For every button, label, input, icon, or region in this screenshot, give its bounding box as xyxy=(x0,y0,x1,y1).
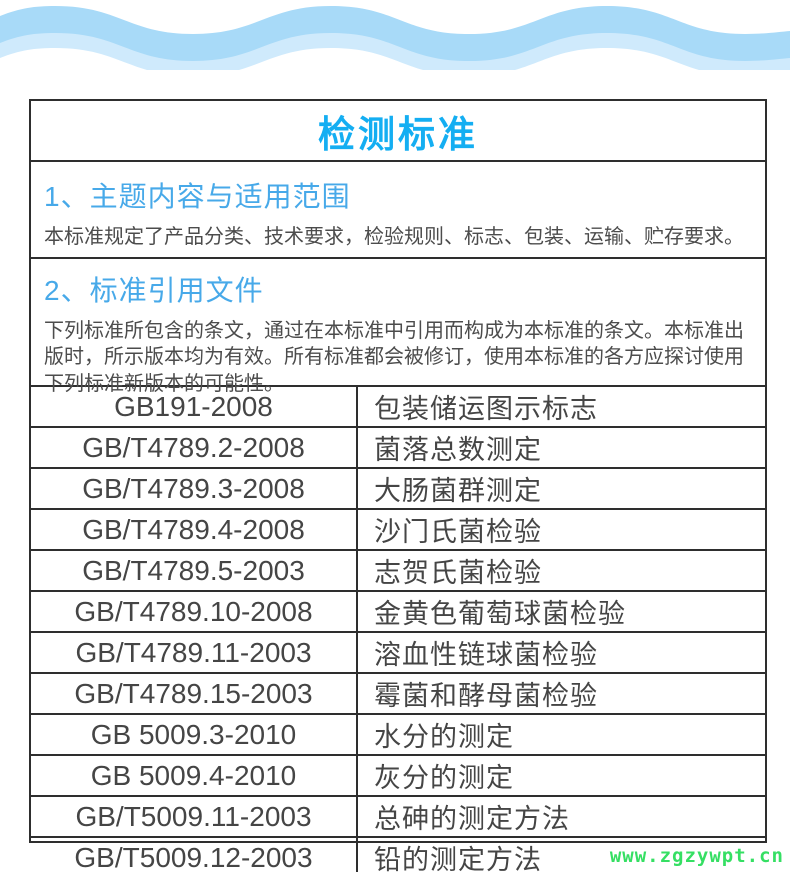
page-title: 检测标准 xyxy=(31,101,765,162)
standard-code-cell: GB 5009.4-2010 xyxy=(31,756,358,795)
standard-name-cell: 溶血性链球菌检验 xyxy=(374,640,598,670)
standard-code-cell: GB/T5009.11-2003 xyxy=(31,797,358,836)
standard-code-cell: GB/T4789.4-2008 xyxy=(31,510,358,549)
table-row: GB/T4789.10-2008 金黄色葡萄球菌检验 xyxy=(31,592,765,633)
table-row: GB/T5009.12-2003 铅的测定方法 xyxy=(31,838,765,872)
standard-name-cell: 水分的测定 xyxy=(374,722,514,752)
standard-name-cell: 包装储运图示标志 xyxy=(374,394,598,424)
standard-code-cell: GB/T5009.12-2003 xyxy=(31,838,358,872)
section-references-heading: 2、标准引用文件 xyxy=(44,275,264,306)
standard-code-cell: GB/T4789.5-2003 xyxy=(31,551,358,590)
standard-code-cell: GB/T4789.11-2003 xyxy=(31,633,358,672)
standard-name-cell: 菌落总数测定 xyxy=(374,435,542,465)
table-row: GB/T4789.2-2008 菌落总数测定 xyxy=(31,428,765,469)
section-scope-body: 本标准规定了产品分类、技术要求，检验规则、标志、包装、运输、贮存要求。 xyxy=(44,226,744,248)
standard-name-cell: 沙门氏菌检验 xyxy=(374,517,542,547)
table-row: GB/T4789.3-2008 大肠菌群测定 xyxy=(31,469,765,510)
standards-card: 检测标准 1、主题内容与适用范围 本标准规定了产品分类、技术要求，检验规则、标志… xyxy=(29,99,767,872)
table-row: GB 5009.4-2010 灰分的测定 xyxy=(31,756,765,797)
standard-code-cell: GB/T4789.2-2008 xyxy=(31,428,358,467)
standard-name-cell: 总砷的测定方法 xyxy=(374,804,570,834)
standard-name-cell: 志贺氏菌检验 xyxy=(374,558,542,588)
standard-name-cell: 霉菌和酵母菌检验 xyxy=(374,681,598,711)
standard-code-cell: GB/T4789.3-2008 xyxy=(31,469,358,508)
table-row: GB191-2008 包装储运图示标志 xyxy=(31,387,765,428)
table-row: GB 5009.3-2010 水分的测定 xyxy=(31,715,765,756)
standards-table: GB191-2008 包装储运图示标志 GB/T4789.2-2008 菌落总数… xyxy=(31,387,765,872)
table-row: GB/T4789.4-2008 沙门氏菌检验 xyxy=(31,510,765,551)
table-row: GB/T5009.11-2003 总砷的测定方法 xyxy=(31,797,765,838)
table-row: GB/T4789.5-2003 志贺氏菌检验 xyxy=(31,551,765,592)
standard-name-cell: 大肠菌群测定 xyxy=(374,476,542,506)
standard-name-cell: 灰分的测定 xyxy=(374,763,514,793)
wave-decoration xyxy=(0,0,790,76)
standard-code-cell: GB/T4789.15-2003 xyxy=(31,674,358,713)
standard-code-cell: GB 5009.3-2010 xyxy=(31,715,358,754)
section-references: 2、标准引用文件 下列标准所包含的条文，通过在本标准中引用而构成为本标准的条文。… xyxy=(31,259,765,395)
table-row: GB/T4789.11-2003 溶血性链球菌检验 xyxy=(31,633,765,674)
section-references-body: 下列标准所包含的条文，通过在本标准中引用而构成为本标准的条文。本标准出版时，所示… xyxy=(44,320,744,395)
standard-code-cell: GB191-2008 xyxy=(31,387,358,426)
wave-ribbon-icon xyxy=(0,6,790,76)
section-scope: 1、主题内容与适用范围 本标准规定了产品分类、技术要求，检验规则、标志、包装、运… xyxy=(31,162,765,259)
section-scope-heading: 1、主题内容与适用范围 xyxy=(44,181,351,212)
standard-name-cell: 金黄色葡萄球菌检验 xyxy=(374,599,626,629)
standard-code-cell: GB/T4789.10-2008 xyxy=(31,592,358,631)
table-row: GB/T4789.15-2003 霉菌和酵母菌检验 xyxy=(31,674,765,715)
site-watermark: www.zgzywpt.cn xyxy=(609,845,784,867)
standard-name-cell: 铅的测定方法 xyxy=(374,845,542,872)
